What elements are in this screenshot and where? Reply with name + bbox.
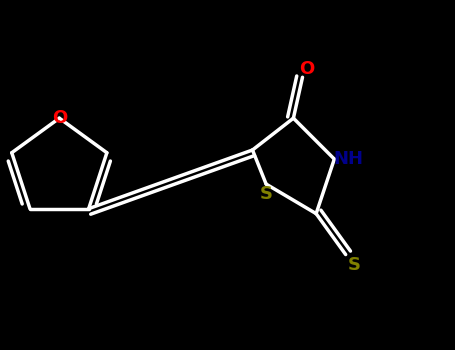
Text: O: O	[52, 109, 67, 127]
Text: O: O	[299, 60, 315, 78]
Text: S: S	[260, 185, 273, 203]
Text: NH: NH	[334, 150, 364, 168]
Text: S: S	[347, 256, 360, 274]
